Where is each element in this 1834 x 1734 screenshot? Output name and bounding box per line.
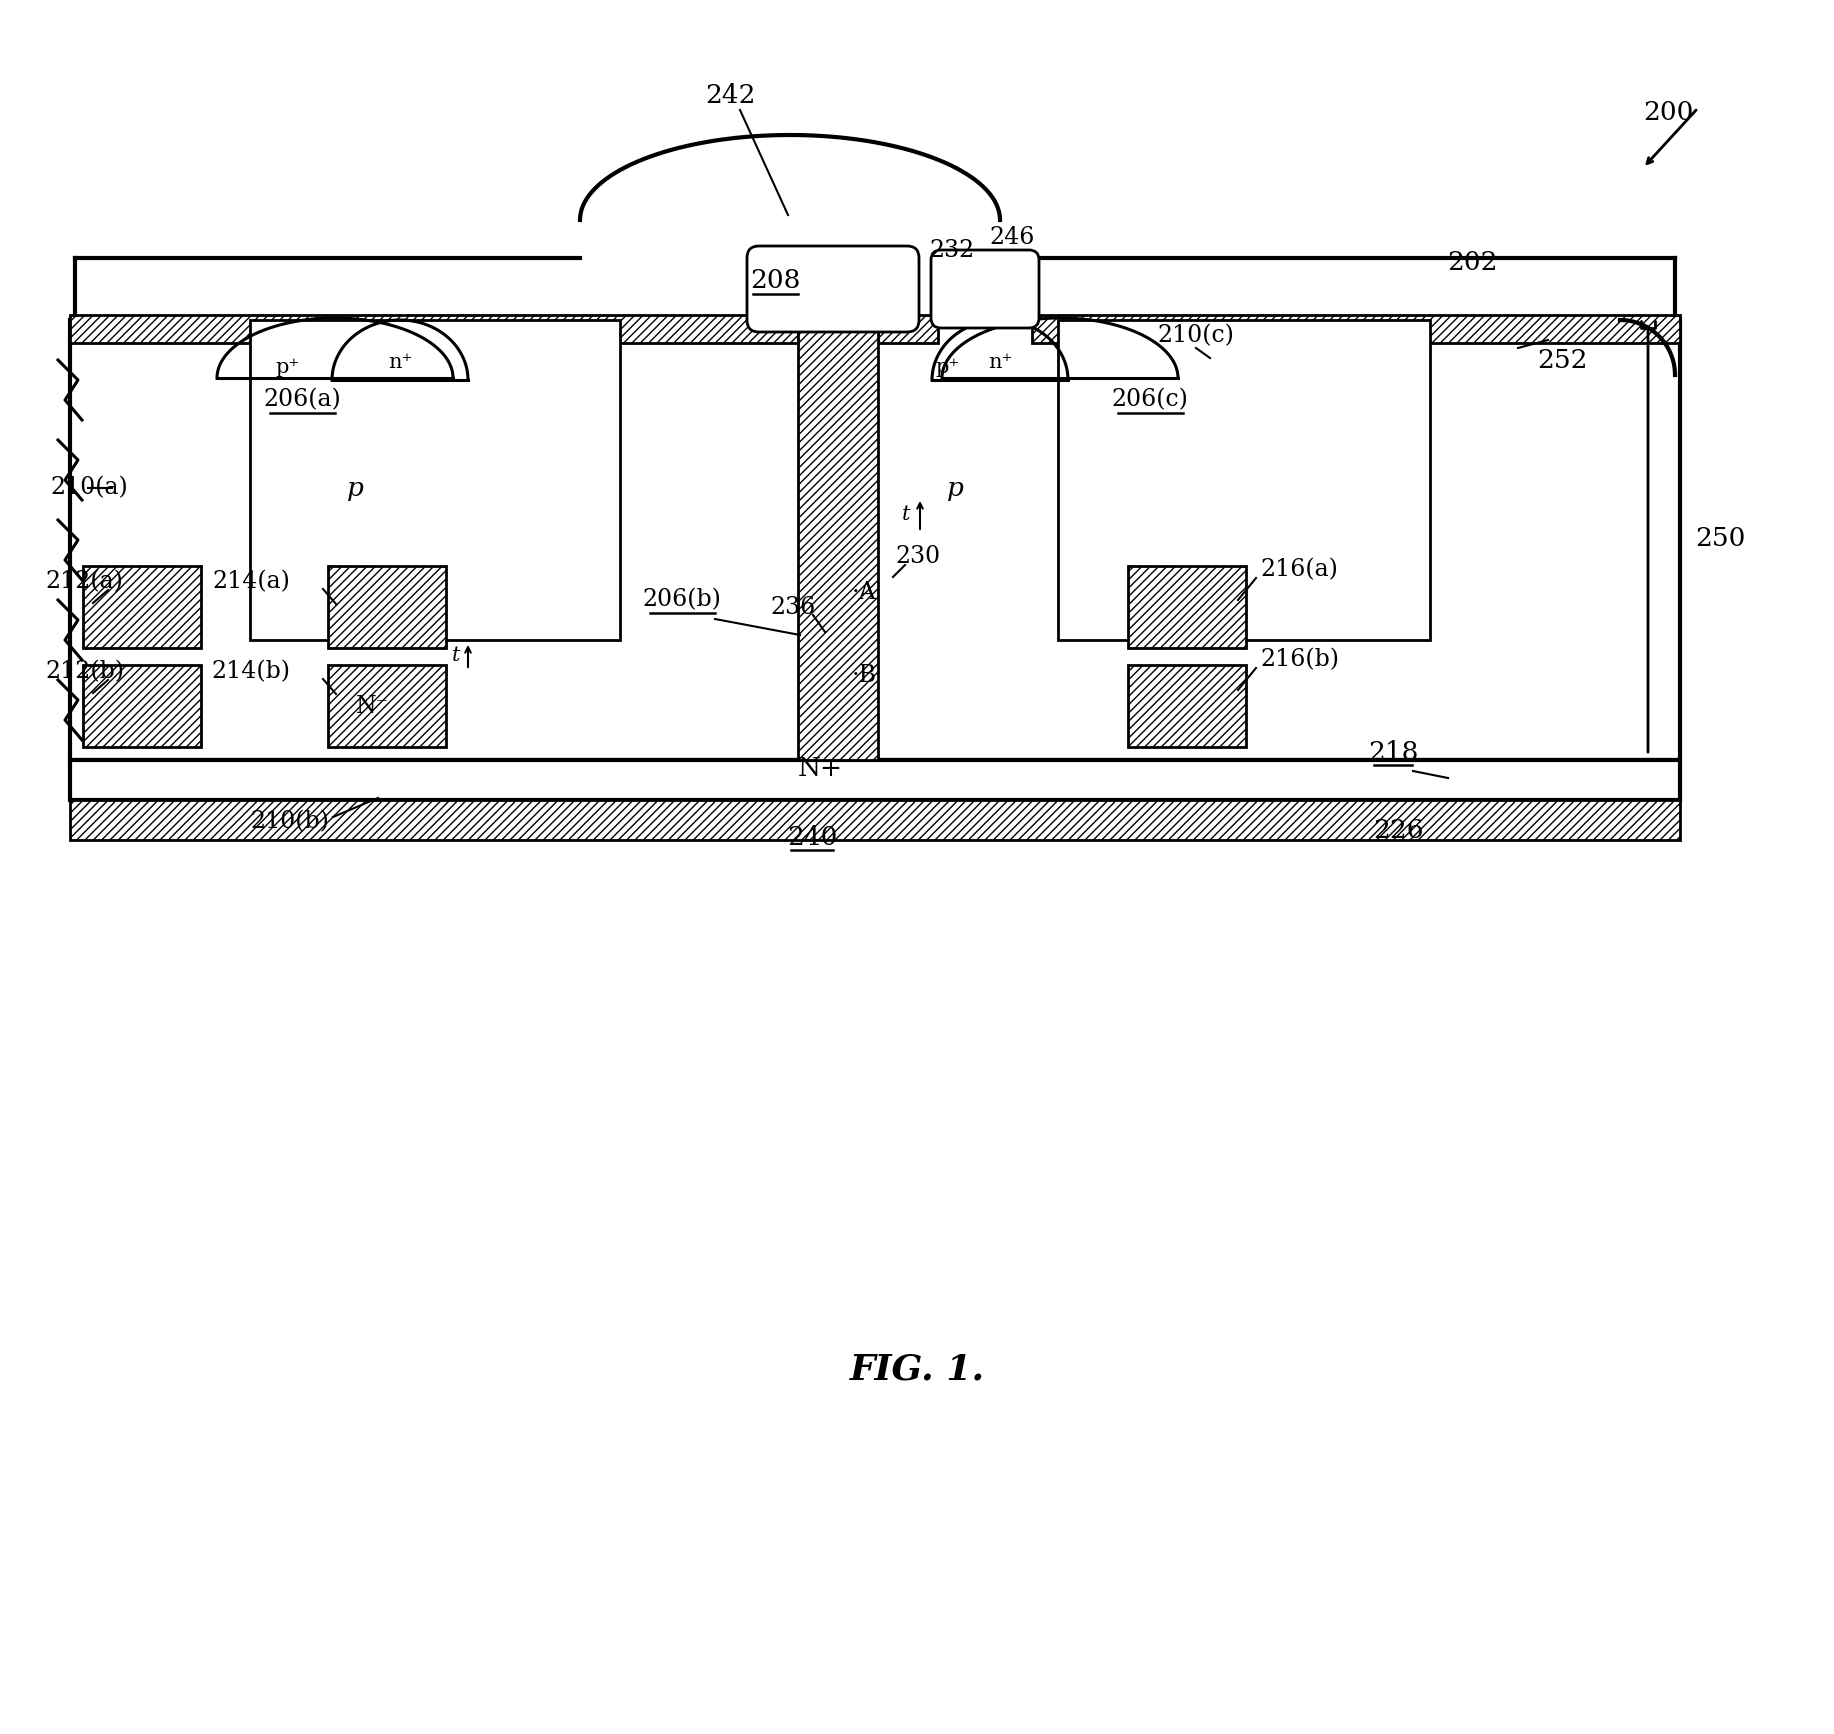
Text: 246: 246 <box>989 225 1034 248</box>
Text: p⁺: p⁺ <box>275 357 301 376</box>
Bar <box>70 316 798 343</box>
Bar <box>70 799 1680 839</box>
Text: 210(a): 210(a) <box>50 477 128 499</box>
Bar <box>328 565 446 649</box>
Bar <box>798 321 878 759</box>
Bar <box>249 321 620 640</box>
Text: 208: 208 <box>750 267 800 293</box>
Text: p: p <box>946 475 963 501</box>
Bar <box>70 321 1680 759</box>
Text: ·A: ·A <box>853 581 877 603</box>
Text: p: p <box>347 475 363 501</box>
Text: 210(b): 210(b) <box>251 810 330 834</box>
Bar <box>1128 666 1245 747</box>
Bar <box>70 759 1680 799</box>
Text: N⁻: N⁻ <box>356 695 389 718</box>
Text: 202: 202 <box>1447 250 1497 274</box>
Text: 206(a): 206(a) <box>262 388 341 411</box>
Text: 214(b): 214(b) <box>211 661 290 683</box>
Text: 226: 226 <box>1374 817 1423 843</box>
Text: 200: 200 <box>1643 99 1693 125</box>
Text: 242: 242 <box>704 83 756 108</box>
Text: 230: 230 <box>895 544 941 567</box>
Text: 206(b): 206(b) <box>642 588 721 612</box>
FancyBboxPatch shape <box>932 250 1040 328</box>
Text: t: t <box>902 505 910 524</box>
Bar <box>878 316 937 343</box>
Text: t: t <box>451 645 460 664</box>
Bar <box>328 666 446 747</box>
Text: 214(a): 214(a) <box>213 570 290 593</box>
Text: 210(c): 210(c) <box>1157 324 1234 347</box>
Text: 240: 240 <box>787 824 836 850</box>
Bar <box>1128 565 1245 649</box>
Text: 212(a): 212(a) <box>46 570 123 593</box>
Text: p⁺: p⁺ <box>935 357 961 376</box>
Text: 206(c): 206(c) <box>1111 388 1188 411</box>
Text: 250: 250 <box>1695 525 1746 550</box>
Bar <box>83 565 202 649</box>
Bar <box>1033 316 1680 343</box>
Text: 216(a): 216(a) <box>1260 558 1337 581</box>
Text: n⁺: n⁺ <box>989 352 1012 371</box>
Bar <box>83 666 202 747</box>
Text: ·B: ·B <box>853 664 877 687</box>
FancyBboxPatch shape <box>746 246 919 331</box>
Text: 216(b): 216(b) <box>1260 649 1339 671</box>
Text: 236: 236 <box>770 595 816 619</box>
Text: 252: 252 <box>1537 347 1586 373</box>
Text: n⁺: n⁺ <box>387 352 413 371</box>
Text: 232: 232 <box>930 239 974 262</box>
Text: N+: N+ <box>798 756 842 780</box>
Text: 212(b): 212(b) <box>46 661 125 683</box>
Text: FIG. 1.: FIG. 1. <box>849 1353 985 1387</box>
Bar <box>1058 321 1431 640</box>
Text: 218: 218 <box>1368 739 1418 765</box>
